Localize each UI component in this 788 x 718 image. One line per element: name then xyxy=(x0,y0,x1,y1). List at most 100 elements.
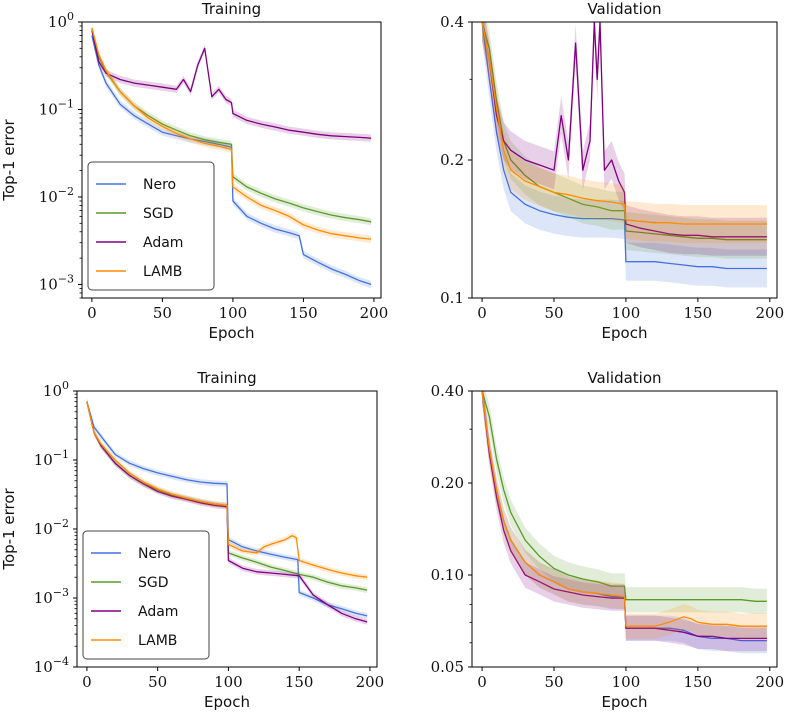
x-tick-label: 100 xyxy=(612,673,641,691)
y-tick-label: 10−3 xyxy=(34,586,69,607)
series-line-lamb xyxy=(86,401,368,578)
legend-label: SGD xyxy=(143,206,174,222)
x-axis-label: Epoch xyxy=(209,324,255,342)
series-band-adam xyxy=(91,26,372,142)
x-tick-label: 50 xyxy=(544,304,563,322)
series-line-lamb xyxy=(91,28,372,240)
y-tick-label-base: 10 xyxy=(34,589,53,607)
series-line-adam xyxy=(91,30,372,139)
y-tick-label-exponent: −2 xyxy=(58,185,74,198)
series-band-nero xyxy=(482,22,767,288)
y-tick-label: 0.10 xyxy=(431,566,464,584)
plot-area xyxy=(481,22,767,288)
x-tick-label: 0 xyxy=(82,673,92,691)
y-tick-label: 10−1 xyxy=(39,97,74,118)
y-tick-label-base: 10 xyxy=(34,451,53,469)
y-tick-label-exponent: 0 xyxy=(62,379,69,392)
x-tick-label: 200 xyxy=(755,673,784,691)
y-tick-label-base: 10 xyxy=(48,13,67,31)
x-axis-label: Epoch xyxy=(602,693,648,711)
x-tick-label: 150 xyxy=(289,304,318,322)
series-band-lamb xyxy=(482,22,767,243)
x-tick-label: 50 xyxy=(148,673,167,691)
panel-bottom-right: 0 50 100 150 200 0.05 0.10 0.20 0.40 Validation Ep… xyxy=(431,369,785,711)
y-tick-label: 0.4 xyxy=(440,13,464,31)
series-line-sgd xyxy=(481,391,767,602)
series-band-lamb xyxy=(482,391,767,639)
x-tick-label: 100 xyxy=(612,304,641,322)
x-tick-label: 150 xyxy=(285,673,314,691)
y-tick-label-exponent: −4 xyxy=(53,655,69,668)
series-line-nero xyxy=(481,22,767,270)
legend-label: Nero xyxy=(138,546,171,562)
chart-title: Validation xyxy=(587,369,661,387)
y-tick-label-base: 10 xyxy=(34,520,53,538)
plot-area xyxy=(91,24,372,289)
chart-title: Training xyxy=(201,0,261,18)
legend-label: Adam xyxy=(143,235,183,251)
series-band-nero xyxy=(482,391,767,654)
chart-title: Validation xyxy=(587,0,661,18)
axes-frame xyxy=(81,21,382,299)
y-tick-label-exponent: −3 xyxy=(53,586,69,599)
y-tick-label: 100 xyxy=(48,10,74,31)
legend-label: Adam xyxy=(138,604,178,620)
series-line-sgd xyxy=(481,22,767,241)
x-tick-label: 150 xyxy=(684,673,713,691)
legend-label: LAMB xyxy=(138,633,177,649)
x-axis-label: Epoch xyxy=(602,324,648,342)
y-tick-label: 10−4 xyxy=(34,655,69,676)
plot-area xyxy=(86,398,368,625)
y-tick-label: 0.1 xyxy=(440,289,464,307)
series-line-adam xyxy=(481,22,767,238)
x-tick-label: 50 xyxy=(544,673,563,691)
legend-label: LAMB xyxy=(143,264,182,280)
y-tick-label: 10−2 xyxy=(39,185,74,206)
y-tick-label: 100 xyxy=(43,379,69,400)
y-tick-label: 0.20 xyxy=(431,474,464,492)
y-tick-label-exponent: −1 xyxy=(58,97,74,110)
x-tick-label: 0 xyxy=(477,673,487,691)
y-axis-label: Top-1 error xyxy=(0,487,18,570)
y-tick-label-base: 10 xyxy=(34,658,53,676)
x-tick-label: 100 xyxy=(219,304,248,322)
x-tick-label: 100 xyxy=(214,673,243,691)
y-tick-label-exponent: −2 xyxy=(53,517,69,530)
chart-title: Training xyxy=(196,369,256,387)
x-tick-label: 200 xyxy=(360,304,389,322)
x-tick-label: 200 xyxy=(356,673,385,691)
x-tick-label: 50 xyxy=(153,304,172,322)
y-tick-label-base: 10 xyxy=(43,382,62,400)
series-band-sgd xyxy=(482,22,767,259)
legend: Nero SGD Adam LAMB xyxy=(82,530,210,660)
y-tick-label-exponent: 0 xyxy=(67,10,74,23)
x-tick-label: 200 xyxy=(755,304,784,322)
x-tick-label: 0 xyxy=(477,304,487,322)
series-band-sgd xyxy=(482,391,767,614)
y-tick-label: 0.2 xyxy=(440,151,464,169)
plot-area xyxy=(481,391,767,654)
series-line-adam xyxy=(481,391,767,640)
x-tick-label: 0 xyxy=(87,304,97,322)
series-line-lamb xyxy=(481,22,767,225)
y-tick-label: 0.40 xyxy=(431,382,464,400)
y-tick-label-exponent: −3 xyxy=(58,272,74,285)
y-tick-label-exponent: −1 xyxy=(53,448,69,461)
panel-top-right: 0 50 100 150 200 0.1 0.2 0.4 Validation Epoch xyxy=(440,0,784,342)
series-line-lamb xyxy=(481,391,767,627)
y-tick-label-base: 10 xyxy=(39,188,58,206)
legend-label: Nero xyxy=(143,177,176,193)
y-tick-label: 10−3 xyxy=(39,272,74,293)
y-tick-label-base: 10 xyxy=(39,100,58,118)
x-axis-label: Epoch xyxy=(204,693,250,711)
y-tick-label: 0.05 xyxy=(431,658,464,676)
legend-label: SGD xyxy=(138,575,169,591)
y-tick-label: 10−1 xyxy=(34,448,69,469)
x-tick-label: 150 xyxy=(684,304,713,322)
axes-frame xyxy=(471,390,778,668)
y-axis-label: Top-1 error xyxy=(0,118,18,201)
y-tick-label-base: 10 xyxy=(39,275,58,293)
